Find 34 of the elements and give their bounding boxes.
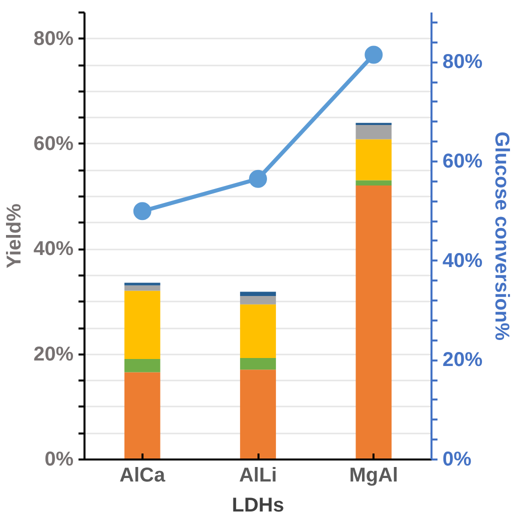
y2-tick-label: 20%: [442, 349, 483, 372]
bar: [124, 359, 160, 372]
bar: [124, 372, 160, 460]
bar: [240, 358, 276, 370]
bar: [124, 282, 160, 286]
x-axis-title: LDHs: [232, 494, 284, 516]
x-tick-label: AlLi: [239, 464, 277, 486]
bar: [124, 290, 160, 360]
y-tick-label: 80%: [33, 28, 74, 50]
point: [249, 170, 267, 188]
y2-axis-title: Glucose conversion%: [490, 132, 513, 341]
y-tick-label: 20%: [33, 343, 74, 366]
bar: [240, 296, 276, 304]
bar: [356, 180, 392, 186]
bar: [356, 186, 392, 460]
y-tick-label: 40%: [33, 238, 74, 260]
bar: [240, 370, 276, 460]
bar: [240, 304, 276, 358]
point: [364, 46, 383, 64]
x-tick-label: AlCa: [120, 464, 166, 486]
bar: [124, 285, 160, 291]
y2-tick-label: 40%: [442, 250, 483, 272]
bar: [240, 292, 276, 296]
point: [133, 202, 152, 220]
bar: [356, 125, 392, 140]
y-axis-title: Yield%: [3, 203, 26, 268]
y-tick-label: 60%: [33, 132, 74, 155]
bar: [356, 139, 392, 180]
x-tick-label: MgAl: [349, 464, 398, 486]
y-tick-label: 0%: [44, 448, 74, 470]
y2-tick-label: 0%: [442, 448, 472, 470]
bar: [356, 122, 392, 126]
y2-tick-label: 60%: [442, 150, 483, 172]
y2-tick-label: 80%: [442, 51, 483, 74]
